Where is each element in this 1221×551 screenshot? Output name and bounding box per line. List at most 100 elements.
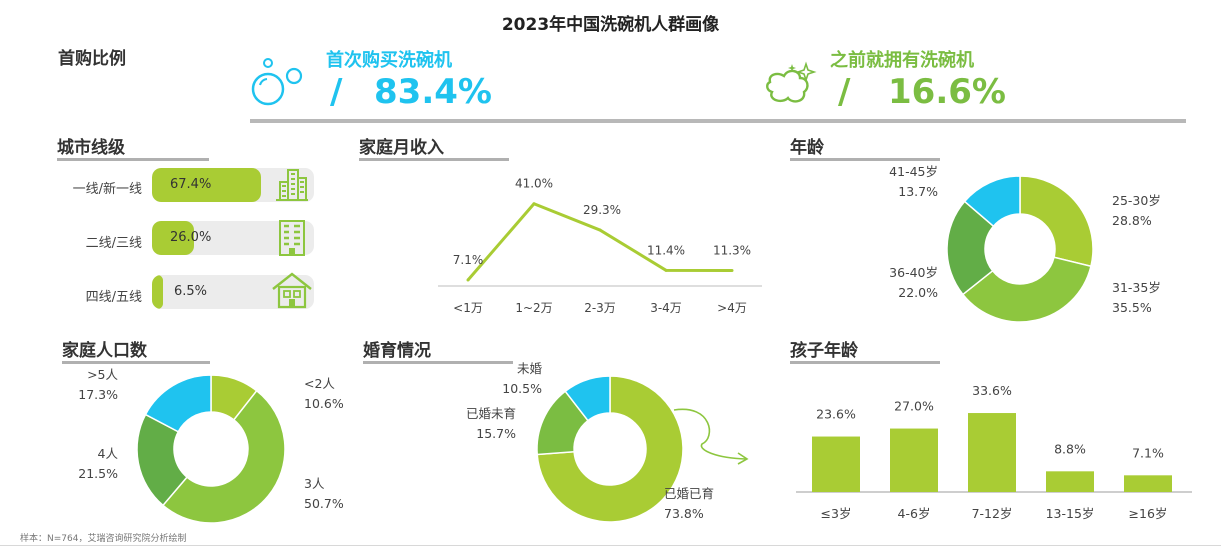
previously-slash: / bbox=[838, 72, 851, 112]
child-bar bbox=[1124, 475, 1172, 492]
household-title: 家庭人口数 bbox=[62, 341, 147, 361]
age-slice-value: 22.0% bbox=[898, 285, 938, 300]
city-row-fill bbox=[152, 221, 195, 255]
bottom-rule bbox=[0, 545, 1221, 546]
income-underline bbox=[359, 158, 509, 161]
sponge-icon bbox=[766, 61, 817, 103]
marital-arrow bbox=[673, 408, 747, 460]
marital-slice-name: 未婚 bbox=[517, 361, 543, 376]
household-slice-value: 50.7% bbox=[304, 496, 344, 511]
household-slice-name: >5人 bbox=[87, 367, 118, 382]
child-tick-label: 13-15岁 bbox=[1046, 506, 1095, 521]
marital-slice bbox=[536, 375, 684, 523]
city-row-value: 67.4% bbox=[170, 177, 212, 192]
income-tick-label: 3-4万 bbox=[650, 301, 682, 315]
child-bar bbox=[968, 413, 1016, 492]
first-purchase-title: 首购比例 bbox=[58, 49, 126, 69]
income-tick-label: <1万 bbox=[453, 301, 483, 315]
child-tick-label: 4-6岁 bbox=[898, 506, 931, 521]
income-tick-label: 2-3万 bbox=[584, 301, 616, 315]
household-underline bbox=[62, 361, 210, 364]
income-point bbox=[532, 202, 536, 206]
age-slice-name: 31-35岁 bbox=[1112, 280, 1161, 295]
age-slice-name: 36-40岁 bbox=[889, 265, 938, 280]
age-slice bbox=[961, 256, 1092, 323]
household-slice-value: 10.6% bbox=[304, 396, 344, 411]
child-bar-label: 7.1% bbox=[1132, 445, 1164, 460]
income-title: 家庭月收入 bbox=[359, 138, 444, 158]
income-data-label: 41.0% bbox=[515, 177, 553, 191]
age-donut-chart: 25-30岁 28.8% 31-35岁 35.5% 36-40岁 22.0% 41-45岁 1… bbox=[889, 164, 1161, 323]
city-row-value: 26.0% bbox=[170, 230, 212, 245]
income-data-label: 29.3% bbox=[583, 203, 621, 217]
household-slice bbox=[161, 389, 286, 524]
child-tick-label: ≤3岁 bbox=[821, 506, 852, 521]
city-row-value: 6.5% bbox=[174, 284, 208, 299]
marital-slice-value: 73.8% bbox=[664, 506, 704, 521]
city-row-bar: 6.5% bbox=[152, 275, 314, 309]
child-bar-label: 33.6% bbox=[972, 383, 1012, 398]
household-slice-name: <2人 bbox=[304, 376, 335, 391]
first-time-slash: / bbox=[330, 72, 343, 112]
income-line-chart: 7.1% <1万 41.0% 1~2万 29.3% 2-3万 11.4% 3-4万 11.3% >… bbox=[438, 177, 762, 315]
marital-slice-name: 已婚已育 bbox=[664, 486, 714, 501]
city-row-fill bbox=[152, 168, 262, 202]
city-row-label: 二线/三线 bbox=[85, 236, 142, 251]
page-title: 2023年中国洗碗机人群画像 bbox=[501, 15, 720, 35]
child-bar bbox=[812, 436, 860, 492]
household-slice bbox=[144, 374, 212, 433]
income-point bbox=[664, 268, 668, 272]
marital-slice-value: 15.7% bbox=[476, 426, 516, 441]
previously-label: 之前就拥有洗碗机 bbox=[830, 50, 974, 71]
child-age-title: 孩子年龄 bbox=[790, 341, 858, 361]
child-age-bar-chart: 23.6% ≤3岁 27.0% 4-6岁 33.6% 7-12岁 8.8% 13-15岁 7.1… bbox=[796, 383, 1192, 521]
age-slice-name: 25-30岁 bbox=[1112, 193, 1161, 208]
marital-slice-name: 已婚未育 bbox=[466, 406, 516, 421]
household-slice-value: 17.3% bbox=[78, 387, 118, 402]
age-slice bbox=[1019, 175, 1094, 268]
child-bar bbox=[890, 428, 938, 492]
marital-slice-value: 10.5% bbox=[502, 381, 542, 396]
bubbles-icon bbox=[251, 58, 303, 106]
age-underline bbox=[790, 158, 940, 161]
household-slice-value: 21.5% bbox=[78, 466, 118, 481]
age-slice-name: 41-45岁 bbox=[889, 164, 938, 179]
first-time-label: 首次购买洗碗机 bbox=[326, 50, 452, 71]
income-tick-label: >4万 bbox=[717, 301, 747, 315]
marital-donut-chart: 已婚已育 73.8% 已婚未育 15.7% 未婚 10.5% bbox=[466, 361, 749, 523]
age-title: 年龄 bbox=[790, 138, 824, 158]
city-title: 城市线级 bbox=[57, 138, 125, 158]
marital-arrow-head bbox=[737, 452, 749, 465]
household-slice-name: 3人 bbox=[304, 476, 325, 491]
age-slice-value: 35.5% bbox=[1112, 300, 1152, 315]
income-tick-label: 1~2万 bbox=[515, 301, 552, 315]
child-tick-label: 7-12岁 bbox=[972, 506, 1013, 521]
child-bar-label: 8.8% bbox=[1054, 441, 1086, 456]
income-point bbox=[466, 278, 470, 282]
previously-value: 16.6% bbox=[888, 72, 1006, 112]
household-donut-chart: <2人 10.6% 3人 50.7% 4人 21.5% >5人 17.3% bbox=[78, 367, 344, 524]
city-row-fill bbox=[152, 275, 163, 309]
income-point bbox=[730, 269, 734, 273]
city-row-label: 四线/五线 bbox=[85, 290, 142, 305]
child-bar-label: 27.0% bbox=[894, 399, 934, 414]
age-slice-value: 13.7% bbox=[898, 184, 938, 199]
income-point bbox=[598, 228, 602, 232]
building-icon bbox=[279, 220, 305, 256]
income-data-label: 11.4% bbox=[647, 243, 685, 257]
marital-title: 婚育情况 bbox=[363, 341, 431, 361]
house-icon bbox=[272, 272, 312, 309]
income-data-label: 11.3% bbox=[713, 244, 751, 258]
child-bar-label: 23.6% bbox=[816, 407, 856, 422]
city-underline bbox=[57, 158, 209, 161]
income-data-label: 7.1% bbox=[453, 253, 484, 267]
child-bar bbox=[1046, 471, 1094, 492]
age-slice bbox=[963, 175, 1021, 228]
section-divider bbox=[250, 119, 1186, 123]
household-slice-name: 4人 bbox=[98, 446, 119, 461]
age-slice-value: 28.8% bbox=[1112, 213, 1152, 228]
footer-source: 样本：N=764，艾瑞咨询研究院分析绘制 bbox=[20, 534, 187, 544]
skyscraper-icon bbox=[276, 169, 308, 201]
marital-slice bbox=[564, 375, 611, 422]
age-slice bbox=[946, 200, 995, 296]
